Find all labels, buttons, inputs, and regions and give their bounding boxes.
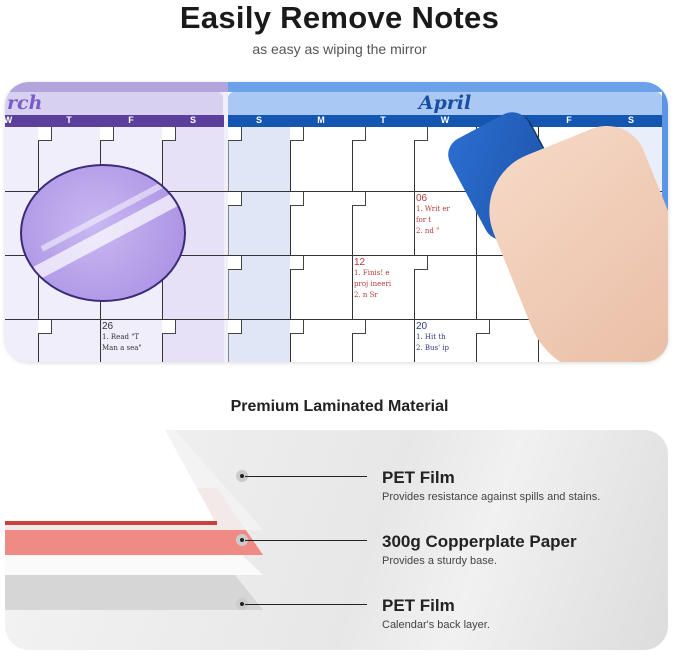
date-number: 12 (354, 257, 366, 268)
note-line: 2. nd " (416, 227, 440, 235)
april-title: April (418, 92, 472, 114)
calendar-sheet (5, 430, 217, 525)
calendar-image: rch W T F S April S M T W T F S 02 06 1.… (5, 82, 668, 362)
leader-line (245, 604, 367, 605)
note-line: 1. Read "T (102, 333, 140, 341)
day-label: T (66, 115, 72, 125)
calendar-day-cell: 06 1. Writ er for t 2. nd " (416, 193, 450, 237)
note-line: for t (416, 216, 432, 224)
day-label: T (380, 115, 386, 125)
laminate-layers-panel: PET Film Provides resistance against spi… (5, 430, 668, 650)
layer-name: 300g Copperplate Paper (382, 532, 577, 551)
date-number: 26 (102, 321, 114, 332)
date-number: 20 (416, 321, 428, 332)
back-film-top (5, 553, 263, 575)
calendar-day-cell: 20 1. Hit th 2. Bus' ip (416, 321, 449, 354)
note-line: 2. Bus' ip (416, 344, 450, 352)
calendar-sheet-band (5, 521, 217, 525)
day-label: W (5, 115, 13, 125)
note-line: Man a sea" (102, 344, 142, 352)
calendar-day-cell: 12 1. Finis! e proj ineeri 2. n Sr (354, 257, 391, 301)
page-subtitle: as easy as wiping the mirror (252, 41, 427, 57)
day-label: W (440, 115, 450, 125)
back-film-layer (5, 575, 263, 610)
day-label: F (566, 115, 572, 125)
layer-description: Provides resistance against spills and s… (382, 491, 601, 503)
layer-marker-icon (236, 598, 248, 610)
march-title: rch (7, 92, 43, 114)
note-line: 1. Hit th (416, 333, 446, 341)
layer-stack-illustration (5, 430, 263, 610)
day-label: S (627, 115, 634, 125)
layer-description: Provides a sturdy base. (382, 555, 497, 567)
note-line: 1. Finis! e (354, 269, 390, 277)
april-header: April (228, 92, 662, 115)
layer-description: Calendar's back layer. (382, 619, 490, 631)
april-day-row: S M T W T F S (228, 115, 662, 127)
note-line: 1. Writ er (416, 205, 450, 213)
layer-name: PET Film (382, 468, 455, 487)
day-label: F (128, 115, 134, 125)
day-label: S (189, 115, 196, 125)
leader-line (245, 540, 367, 541)
layer-marker-icon (236, 534, 248, 546)
layer-name: PET Film (382, 596, 455, 615)
date-number: 06 (416, 193, 428, 204)
day-label: M (317, 115, 325, 125)
note-line: 2. n Sr (354, 291, 378, 299)
note-line: proj ineeri (354, 280, 392, 288)
layer-marker-icon (236, 470, 248, 482)
page-title: Easily Remove Notes (179, 0, 500, 35)
march-header: rch (5, 92, 223, 115)
materials-heading: Premium Laminated Material (230, 398, 449, 415)
calendar-day-cell: 26 1. Read "T Man a sea" (102, 321, 142, 354)
leader-line (245, 476, 367, 477)
march-day-row: W T F S (5, 115, 224, 127)
day-label: S (255, 115, 262, 125)
laminate-closeup-circle (20, 164, 186, 302)
